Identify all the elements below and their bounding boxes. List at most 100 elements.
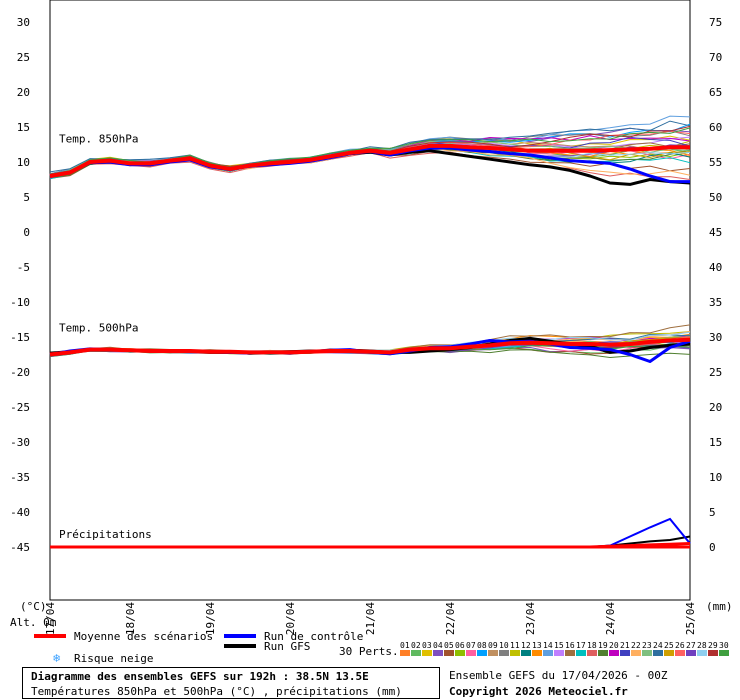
legend-mean-label: Moyenne des scénarios xyxy=(74,630,214,643)
member-swatch xyxy=(642,650,652,656)
section-label: Temp. 500hPa xyxy=(59,322,138,335)
y-right-tick-label: 65 xyxy=(709,86,722,99)
member-number: 01 xyxy=(400,641,410,650)
y-left-tick-label: -25 xyxy=(10,401,30,414)
member-swatch xyxy=(433,650,443,656)
member-number: 23 xyxy=(642,641,652,650)
member-number: 06 xyxy=(455,641,465,650)
legend-gfs-swatch xyxy=(224,644,256,648)
copyright: Copyright 2026 Meteociel.fr xyxy=(449,685,628,698)
legend-perts-label: 30 Perts. xyxy=(339,645,399,658)
member-number: 29 xyxy=(708,641,718,650)
member-swatch xyxy=(620,650,630,656)
chart-subtitle: Températures 850hPa et 500hPa (°C) , pré… xyxy=(31,685,402,698)
y-right-tick-label: 45 xyxy=(709,226,722,239)
run-info: Ensemble GEFS du 17/04/2026 - 00Z xyxy=(449,669,668,682)
member-number: 17 xyxy=(576,641,586,650)
member-number: 26 xyxy=(675,641,685,650)
y-right-tick-label: 0 xyxy=(709,541,716,554)
member-swatch xyxy=(598,650,608,656)
chart-axes xyxy=(49,0,691,601)
series-850-0 xyxy=(49,143,690,178)
y-left-tick-label: 25 xyxy=(17,51,30,64)
y-right-tick-label: 50 xyxy=(709,191,722,204)
y-right-tick-label: 10 xyxy=(709,471,722,484)
y-right-tick-label: 35 xyxy=(709,296,722,309)
member-swatch xyxy=(708,650,718,656)
member-swatch xyxy=(543,650,553,656)
member-swatch xyxy=(565,650,575,656)
member-number: 05 xyxy=(444,641,454,650)
member-number: 22 xyxy=(631,641,641,650)
y-right-tick-label: 30 xyxy=(709,331,722,344)
member-swatch xyxy=(477,650,487,656)
member-number: 12 xyxy=(521,641,531,650)
y-right-tick-label: 55 xyxy=(709,156,722,169)
member-number: 16 xyxy=(565,641,575,650)
member-swatch xyxy=(532,650,542,656)
y-left-tick-label: 10 xyxy=(17,156,30,169)
member-swatch xyxy=(697,650,707,656)
x-tick-label: 22/04 xyxy=(444,602,457,635)
x-tick-label: 21/04 xyxy=(364,602,377,635)
x-tick-label: 18/04 xyxy=(124,602,137,635)
y-left-tick-label: -10 xyxy=(10,296,30,309)
y-right-tick-label: 5 xyxy=(709,506,716,519)
member-number: 14 xyxy=(543,641,553,650)
y-right-tick-label: 70 xyxy=(709,51,722,64)
x-tick-label: 20/04 xyxy=(284,602,297,635)
main-series xyxy=(49,143,691,549)
y-left-tick-label: -45 xyxy=(10,541,30,554)
y-left-tick-label: 0 xyxy=(23,226,30,239)
member-number: 21 xyxy=(620,641,630,650)
y-left-tick-label: -5 xyxy=(17,261,30,274)
member-swatch xyxy=(653,650,663,656)
y-right-tick-label: 60 xyxy=(709,121,722,134)
member-swatch xyxy=(609,650,619,656)
altitude-label: Alt. 0m xyxy=(10,616,57,629)
legend-gfs-label: Run GFS xyxy=(264,640,311,653)
y-left-tick-label: 30 xyxy=(17,16,30,29)
member-swatch xyxy=(719,650,729,656)
member-number: 30 xyxy=(719,641,729,650)
member-swatch xyxy=(400,650,410,656)
snowflake-icon: ❄ xyxy=(53,651,61,665)
member-number: 25 xyxy=(664,641,674,650)
member-swatch xyxy=(664,650,674,656)
member-number: 03 xyxy=(422,641,432,650)
member-number: 15 xyxy=(554,641,564,650)
left-axis-unit: (°C) xyxy=(20,600,47,613)
y-left-tick-label: 15 xyxy=(17,121,30,134)
member-number: 27 xyxy=(686,641,696,650)
member-number: 08 xyxy=(477,641,487,650)
y-right-tick-label: 15 xyxy=(709,436,722,449)
member-swatch xyxy=(554,650,564,656)
legend-control-label: Run de contrôle xyxy=(264,630,364,643)
x-tick-label: 17/04 xyxy=(44,602,57,635)
y-left-tick-label: 5 xyxy=(23,191,30,204)
y-right-tick-label: 20 xyxy=(709,401,722,414)
y-right-tick-label: 25 xyxy=(709,366,722,379)
member-number: 28 xyxy=(697,641,707,650)
series-precip-0 xyxy=(50,542,691,549)
member-swatch xyxy=(444,650,454,656)
section-label: Temp. 850hPa xyxy=(59,133,138,146)
member-swatch xyxy=(587,650,597,656)
member-swatch xyxy=(686,650,696,656)
member-number: 20 xyxy=(609,641,619,650)
section-label: Précipitations xyxy=(59,528,152,541)
legend-snow-label: Risque neige xyxy=(74,652,154,665)
member-swatch xyxy=(422,650,432,656)
y-right-tick-label: 40 xyxy=(709,261,722,274)
member-swatch xyxy=(675,650,685,656)
y-left-tick-label: -40 xyxy=(10,506,30,519)
member-number: 02 xyxy=(411,641,421,650)
y-right-tick-label: 75 xyxy=(709,16,722,29)
member-number: 09 xyxy=(488,641,498,650)
member-swatch xyxy=(455,650,465,656)
chart-info-box: Diagramme des ensembles GEFS sur 192h : … xyxy=(22,667,440,699)
series-500-0 xyxy=(49,337,691,357)
member-number: 11 xyxy=(510,641,520,650)
